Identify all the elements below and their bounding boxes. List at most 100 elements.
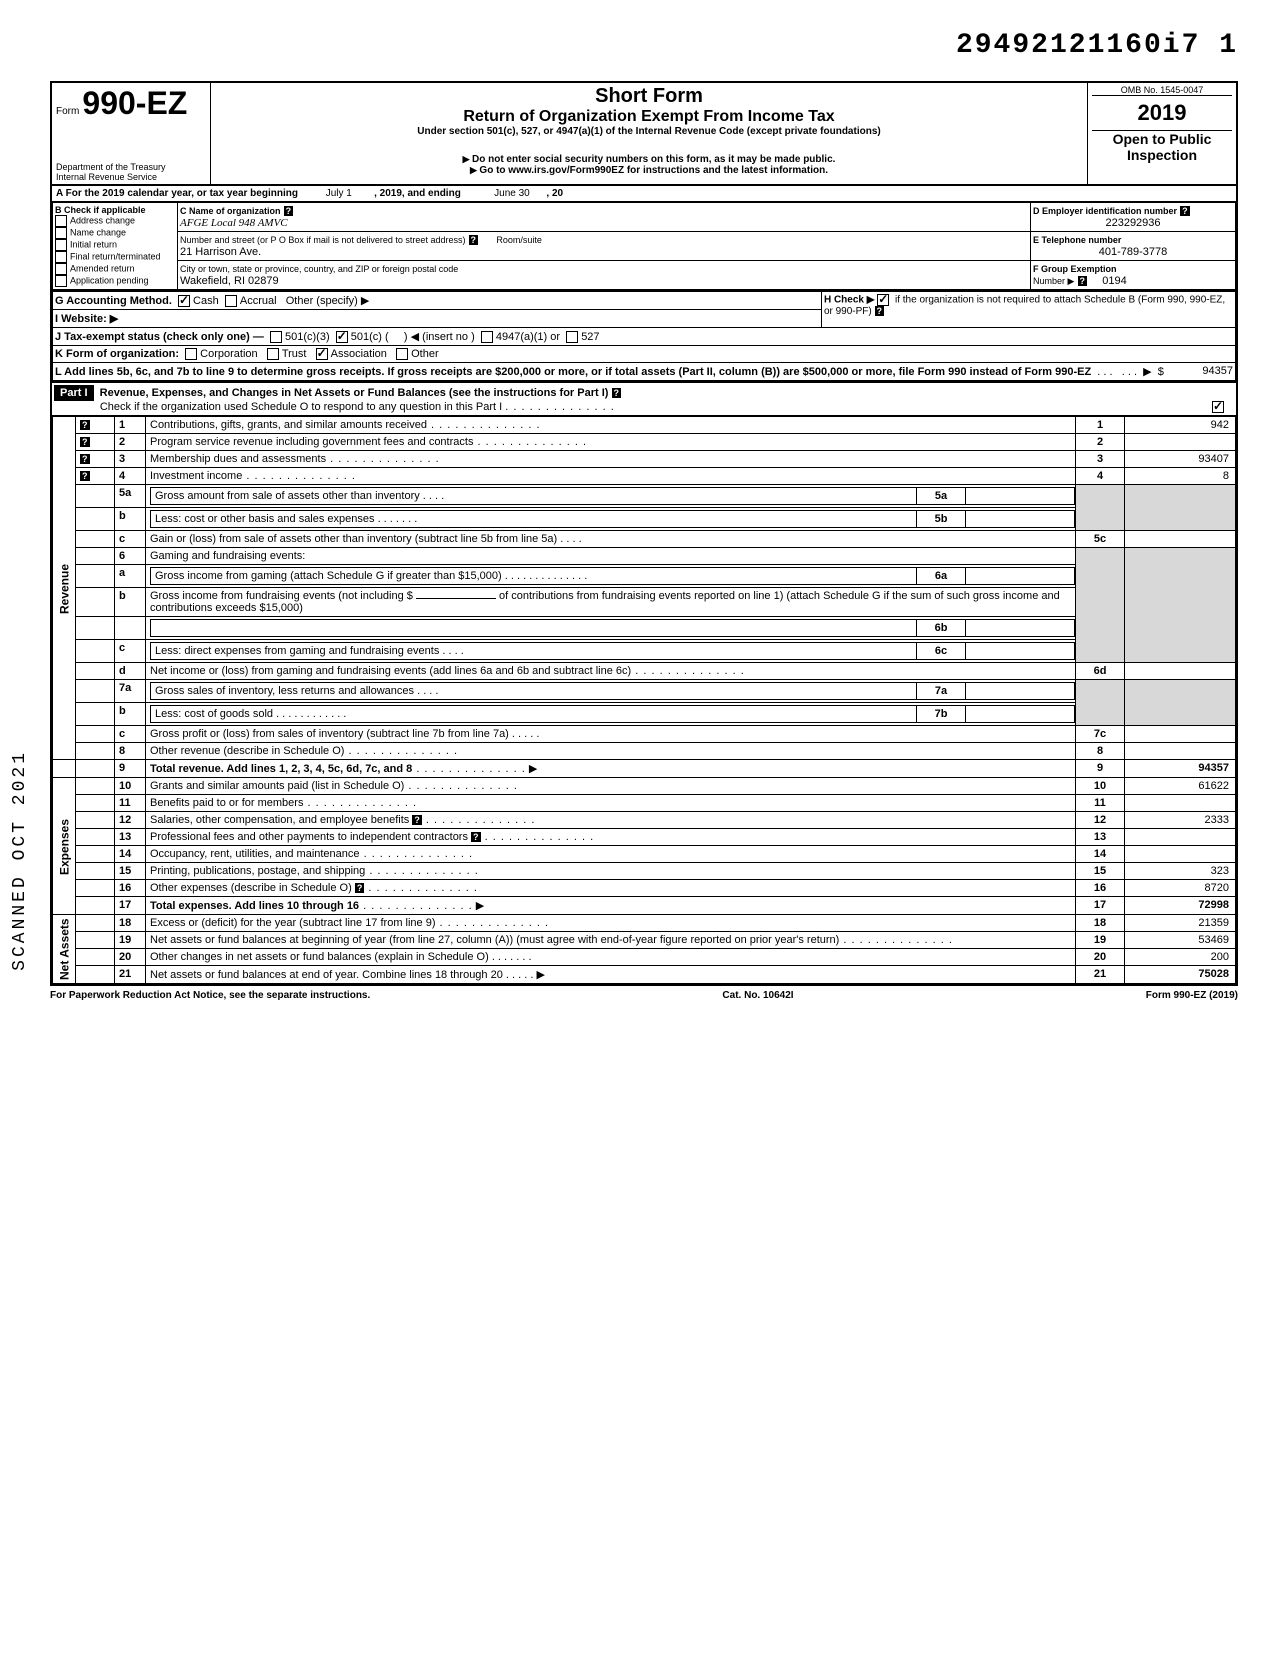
line-5b-box: 5b [917,511,966,528]
cb-schedule-b-not-required[interactable] [877,294,889,306]
line-7c-val [1125,726,1236,743]
dept-treasury: Department of the Treasury [56,162,206,172]
city-value: Wakefield, RI 02879 [180,275,279,287]
gross-receipts-value: 94357 [1202,365,1233,377]
line-3-desc: Membership dues and assessments [150,453,326,465]
box-d-label: D Employer identification number [1033,206,1177,216]
line-12-desc: Salaries, other compensation, and employ… [150,814,409,826]
line-6d-desc: Net income or (loss) from gaming and fun… [150,665,631,677]
lbl-501c: 501(c) ( [351,331,389,343]
cat-number: Cat. No. 10642I [722,990,793,1001]
line-2-val [1125,434,1236,451]
part-1-label: Part I [54,385,94,401]
line-8-box: 8 [1076,743,1125,760]
street-value: 21 Harrison Ave. [180,246,261,258]
org-name: AFGE Local 948 AMVC [180,217,288,229]
cb-trust[interactable] [267,348,279,360]
box-f-num-label: Number ▶ [1033,276,1074,286]
form-990ez: Form 990-EZ Department of the Treasury I… [50,81,1238,986]
line-15-box: 15 [1076,863,1125,880]
line-9-desc: Total revenue. Add lines 1, 2, 3, 4, 5c,… [150,763,412,775]
box-b-label: B Check if applicable [55,205,175,215]
line-1-desc: Contributions, gifts, grants, and simila… [150,419,427,431]
line-6c-desc: Less: direct expenses from gaming and fu… [155,645,439,657]
line-6c-box: 6c [917,643,966,660]
line-4-val: 8 [1125,468,1236,485]
form-footer: Form 990-EZ (2019) [1146,990,1238,1001]
part-1-title: Revenue, Expenses, and Changes in Net As… [100,387,609,399]
cb-application-pending[interactable] [55,275,67,287]
line-9-val: 94357 [1125,760,1236,778]
line-21-desc: Net assets or fund balances at end of ye… [150,969,503,981]
line-15-val: 323 [1125,863,1236,880]
cb-name-change[interactable] [55,227,67,239]
line-18-desc: Excess or (deficit) for the year (subtra… [150,917,436,929]
cb-address-change[interactable] [55,215,67,227]
line-2-num: 2 [115,434,146,451]
cb-501c3[interactable] [270,331,282,343]
cb-501c[interactable] [336,331,348,343]
line-6a-num: a [115,565,146,588]
street-label: Number and street (or P O Box if mail is… [180,235,465,245]
line-5c-num: c [115,531,146,548]
line-9-num: 9 [115,760,146,778]
line-10-box: 10 [1076,778,1125,795]
scanned-stamp: SCANNED OCT 2021 [10,750,30,971]
line-8-num: 8 [115,743,146,760]
cb-schedule-o[interactable] [1212,401,1224,413]
line-11-box: 11 [1076,795,1125,812]
cb-final-return[interactable] [55,251,67,263]
footer: For Paperwork Reduction Act Notice, see … [50,990,1238,1001]
lbl-trust: Trust [282,348,307,360]
line-14-box: 14 [1076,846,1125,863]
line-18-num: 18 [115,915,146,932]
box-g-label: G Accounting Method. [55,295,172,307]
lbl-amended-return: Amended return [70,263,135,273]
line-15-num: 15 [115,863,146,880]
sched-o-check-text: Check if the organization used Schedule … [100,401,502,413]
section-revenue: Revenue [53,417,76,760]
subtitle: Under section 501(c), 527, or 4947(a)(1)… [215,126,1083,137]
open-public-2: Inspection [1092,147,1232,163]
cb-other-org[interactable] [396,348,408,360]
section-net-assets: Net Assets [53,915,76,984]
line-3-box: 3 [1076,451,1125,468]
line-19-desc: Net assets or fund balances at beginning… [150,934,839,946]
line-5b-desc: Less: cost or other basis and sales expe… [155,513,375,525]
cb-cash[interactable] [178,295,190,307]
line-1-val: 942 [1125,417,1236,434]
line-12-num: 12 [115,812,146,829]
line-13-num: 13 [115,829,146,846]
cb-association[interactable] [316,348,328,360]
goto-note: Go to www.irs.gov/Form990EZ for instruct… [215,165,1083,176]
line-5c-val [1125,531,1236,548]
line-11-val [1125,795,1236,812]
open-public-1: Open to Public [1092,131,1232,147]
cb-527[interactable] [566,331,578,343]
lbl-527: 527 [581,331,599,343]
line-5a-num: 5a [115,485,146,508]
period-start: July 1 [326,188,352,199]
line-11-desc: Benefits paid to or for members [150,797,303,809]
group-exemption-value: 0194 [1102,275,1126,287]
help-icon: ? [469,235,479,245]
box-h-label: H Check ▶ [824,295,874,306]
cb-initial-return[interactable] [55,239,67,251]
return-title: Return of Organization Exempt From Incom… [215,108,1083,126]
lbl-accrual: Accrual [240,295,277,307]
cb-4947a1[interactable] [481,331,493,343]
line-6b-box: 6b [917,620,966,637]
section-expenses: Expenses [53,778,76,915]
phone-value: 401-789-3778 [1033,246,1233,258]
cb-accrual[interactable] [225,295,237,307]
omb-number: OMB No. 1545-0047 [1092,85,1232,95]
line-5c-box: 5c [1076,531,1125,548]
cb-corporation[interactable] [185,348,197,360]
line-16-num: 16 [115,880,146,897]
cb-amended-return[interactable] [55,263,67,275]
box-c-label: C Name of organization [180,206,281,216]
line-5a-desc: Gross amount from sale of assets other t… [155,490,420,502]
line-6-desc: Gaming and fundraising events: [150,550,305,562]
line-11-num: 11 [115,795,146,812]
line-6d-num: d [115,663,146,680]
